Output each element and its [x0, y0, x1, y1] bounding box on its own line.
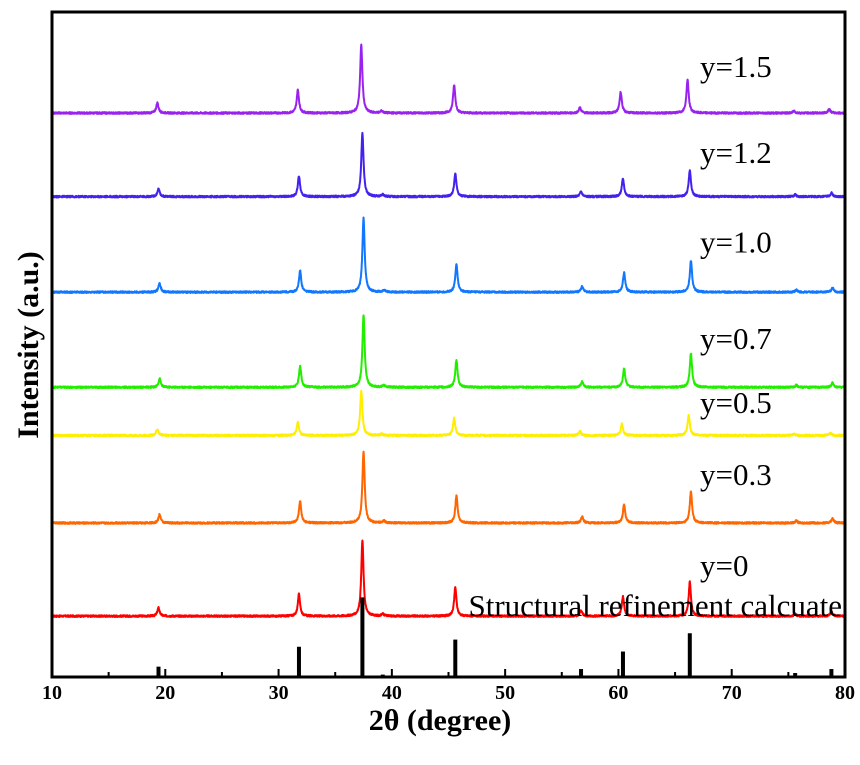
- series-layer: [51, 43, 846, 618]
- x-tick-label: 40: [382, 682, 402, 704]
- x-tick-label: 20: [155, 682, 175, 704]
- series-label-layer: Structural refinement calcuate y=0 y=0.3 y=…: [468, 49, 842, 623]
- reference-layer: [156, 597, 834, 677]
- series-label: y=0.3: [700, 457, 772, 492]
- x-tick-label: 30: [269, 682, 289, 704]
- reference-label: Structural refinement calcuate: [468, 588, 842, 623]
- series-label: y=0.5: [700, 385, 772, 420]
- y-axis-title: Intensity (a.u.): [12, 251, 45, 439]
- series-label: y=1.0: [700, 225, 772, 260]
- series-line: [51, 43, 846, 115]
- series-label: y=1.5: [700, 49, 772, 84]
- x-tick-label: 10: [42, 682, 62, 704]
- series-label: y=0: [700, 548, 748, 583]
- series-line: [51, 389, 846, 438]
- x-tick-label: 70: [722, 682, 742, 704]
- x-tick-label: 60: [608, 682, 628, 704]
- x-tick-label: 80: [835, 682, 855, 704]
- series-line: [51, 314, 846, 390]
- series-label: y=1.2: [700, 135, 772, 170]
- x-axis-title: 2θ (degree): [369, 704, 512, 737]
- series-label: y=0.7: [700, 321, 772, 356]
- series-line: [51, 539, 846, 618]
- x-tick-label: 50: [495, 682, 515, 704]
- series-line: [51, 216, 846, 294]
- series-line: [51, 450, 846, 525]
- series-line: [51, 131, 846, 199]
- x-tick-layer: 10 20 30 40 50 60 70 80: [42, 669, 855, 704]
